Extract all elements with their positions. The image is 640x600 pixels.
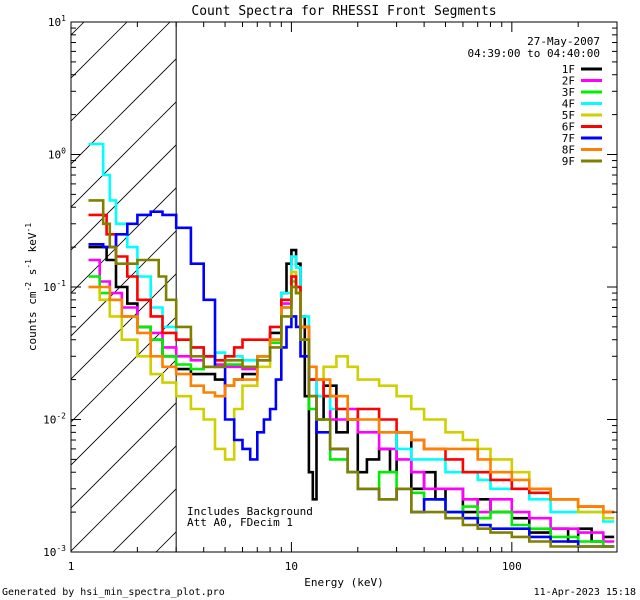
y-tick-label: 10-1 [43,279,66,294]
x-axis-label: Energy (keV) [304,576,383,589]
time-range-label: 04:39:00 to 04:40:00 [468,47,600,60]
date-label: 27-May-2007 [527,35,600,48]
x-tick-label: 1 [68,560,75,573]
legend-label-5F: 5F [562,109,575,122]
y-tick-label: 101 [48,14,66,29]
y-axis-label: counts cm-2 s-1 keV-1 [24,223,39,351]
footer-generated-by: Generated by hsi_min_spectra_plot.pro [2,587,225,598]
annotation-attenuator: Att A0, FDecim 1 [187,516,293,529]
y-tick-label: 100 [48,147,66,162]
legend-label-7F: 7F [562,132,575,145]
legend-label-6F: 6F [562,121,575,134]
legend-label-4F: 4F [562,98,575,111]
y-axis-label-text: counts cm-2 s-1 keV-1 [24,223,39,351]
series-9F [88,199,615,548]
legend-label-8F: 8F [562,144,575,157]
footer-timestamp: 11-Apr-2023 15:18 [534,587,636,598]
series-layer [88,142,615,548]
legend-label-2F: 2F [562,75,575,88]
y-tick-label: 10-3 [43,544,66,559]
chart-title: Count Spectra for RHESSI Front Segments [191,4,496,19]
axes: 1 10 100 101 100 10-1 10-2 10-3 [43,14,618,573]
x-tick-label: 100 [502,560,522,573]
legend-label-9F: 9F [562,155,575,168]
series-7F [88,210,615,548]
legend-label-3F: 3F [562,86,575,99]
y-tick-label: 10-2 [43,412,66,427]
x-tick-label: 10 [285,560,298,573]
annotation-background: Includes Background [187,505,313,518]
legend-label-1F: 1F [562,63,575,76]
